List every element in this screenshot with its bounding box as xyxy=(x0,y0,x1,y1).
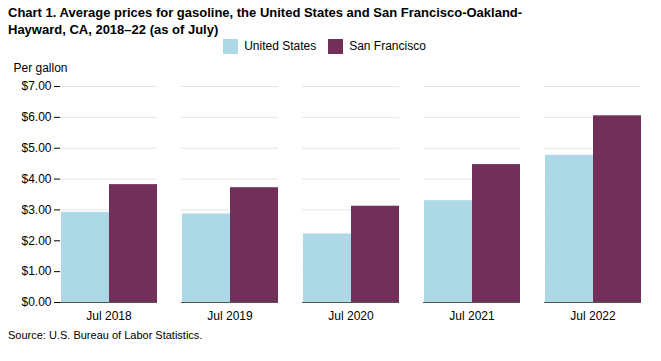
svg-text:Jul 2022: Jul 2022 xyxy=(570,309,616,323)
svg-text:$4.00: $4.00 xyxy=(21,172,51,186)
svg-text:$1.00: $1.00 xyxy=(21,264,51,278)
svg-text:Jul 2021: Jul 2021 xyxy=(449,309,495,323)
html-text:United States: United States xyxy=(244,39,317,53)
html-text:Chart 1. Average prices for ga: Chart 1. Average prices for gasoline, th… xyxy=(8,5,523,20)
svg-text:$3.00: $3.00 xyxy=(21,203,51,217)
html-text:Hayward, CA, 2018–22 (as of Ju: Hayward, CA, 2018–22 (as of July) xyxy=(8,22,219,37)
html-text:Source: U.S. Bureau of Labor S: Source: U.S. Bureau of Labor Statistics. xyxy=(8,329,203,341)
html-text:San Francisco: San Francisco xyxy=(349,39,426,53)
svg-text:$2.00: $2.00 xyxy=(21,234,51,248)
svg-text:$0.00: $0.00 xyxy=(21,295,51,309)
svg-text:$5.00: $5.00 xyxy=(21,141,51,155)
svg-text:$6.00: $6.00 xyxy=(21,110,51,124)
svg-text:Jul 2020: Jul 2020 xyxy=(328,309,374,323)
svg-text:$7.00: $7.00 xyxy=(21,79,51,93)
svg-text:Jul 2019: Jul 2019 xyxy=(207,309,253,323)
svg-text:Per gallon: Per gallon xyxy=(14,61,68,75)
svg-text:Jul 2018: Jul 2018 xyxy=(86,309,132,323)
